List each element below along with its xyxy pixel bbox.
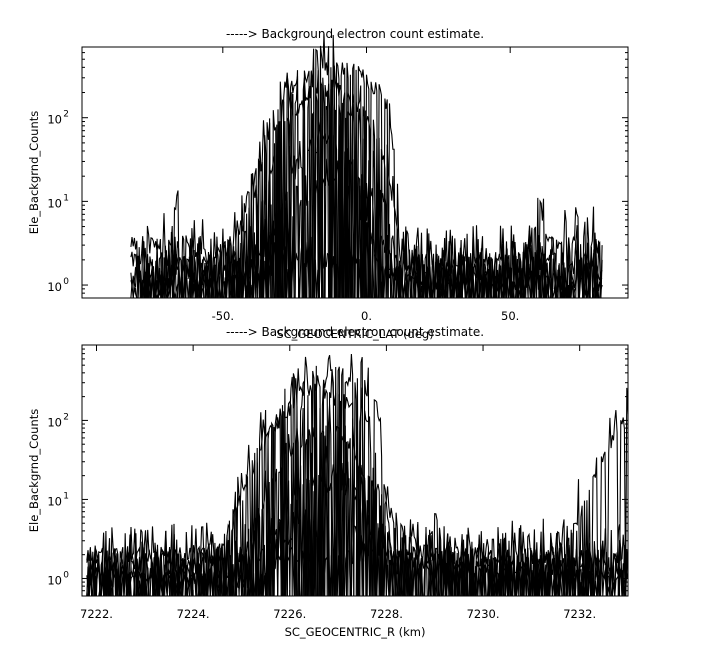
y-tick-exponent: 0 bbox=[63, 277, 69, 287]
y-tick-label: 10 bbox=[47, 494, 62, 508]
plot-frame bbox=[81, 46, 629, 299]
y-tick-label: 10 bbox=[47, 113, 62, 127]
plot-area bbox=[86, 353, 629, 597]
chart-title: -----> Background electron count estimat… bbox=[226, 325, 484, 339]
x-tick-label: 7224. bbox=[177, 607, 210, 621]
plot-area bbox=[130, 33, 603, 299]
x-tick-label: 50. bbox=[501, 309, 519, 323]
x-tick-label: -50. bbox=[212, 309, 234, 323]
y-tick-exponent: 2 bbox=[63, 412, 69, 422]
x-tick-label: 7226. bbox=[273, 607, 306, 621]
y-tick-exponent: 1 bbox=[63, 193, 69, 203]
x-tick-label: 7232. bbox=[563, 607, 596, 621]
y-tick-label: 10 bbox=[47, 415, 62, 429]
data-series-line bbox=[86, 387, 629, 597]
x-tick-label: 0. bbox=[361, 309, 372, 323]
y-axis-label: Ele_Backgrnd_Counts bbox=[27, 409, 41, 533]
x-tick-label: 7222. bbox=[80, 607, 113, 621]
chart-title: -----> Background electron count estimat… bbox=[226, 27, 484, 41]
y-tick-exponent: 0 bbox=[63, 570, 69, 580]
y-tick-label: 10 bbox=[47, 196, 62, 210]
x-tick-label: 7228. bbox=[370, 607, 403, 621]
y-tick-exponent: 2 bbox=[63, 110, 69, 120]
y-tick-label: 10 bbox=[47, 573, 62, 587]
x-tick-label: 7230. bbox=[467, 607, 500, 621]
x-axis-label: SC_GEOCENTRIC_LAT (deg) bbox=[276, 327, 433, 341]
plot-frame bbox=[81, 344, 629, 597]
y-tick-label: 10 bbox=[47, 280, 62, 294]
y-tick-exponent: 1 bbox=[63, 491, 69, 501]
x-axis-label: SC_GEOCENTRIC_R (km) bbox=[285, 625, 426, 639]
y-axis-label: Ele_Backgrnd_Counts bbox=[27, 111, 41, 235]
data-series-line bbox=[86, 404, 629, 597]
